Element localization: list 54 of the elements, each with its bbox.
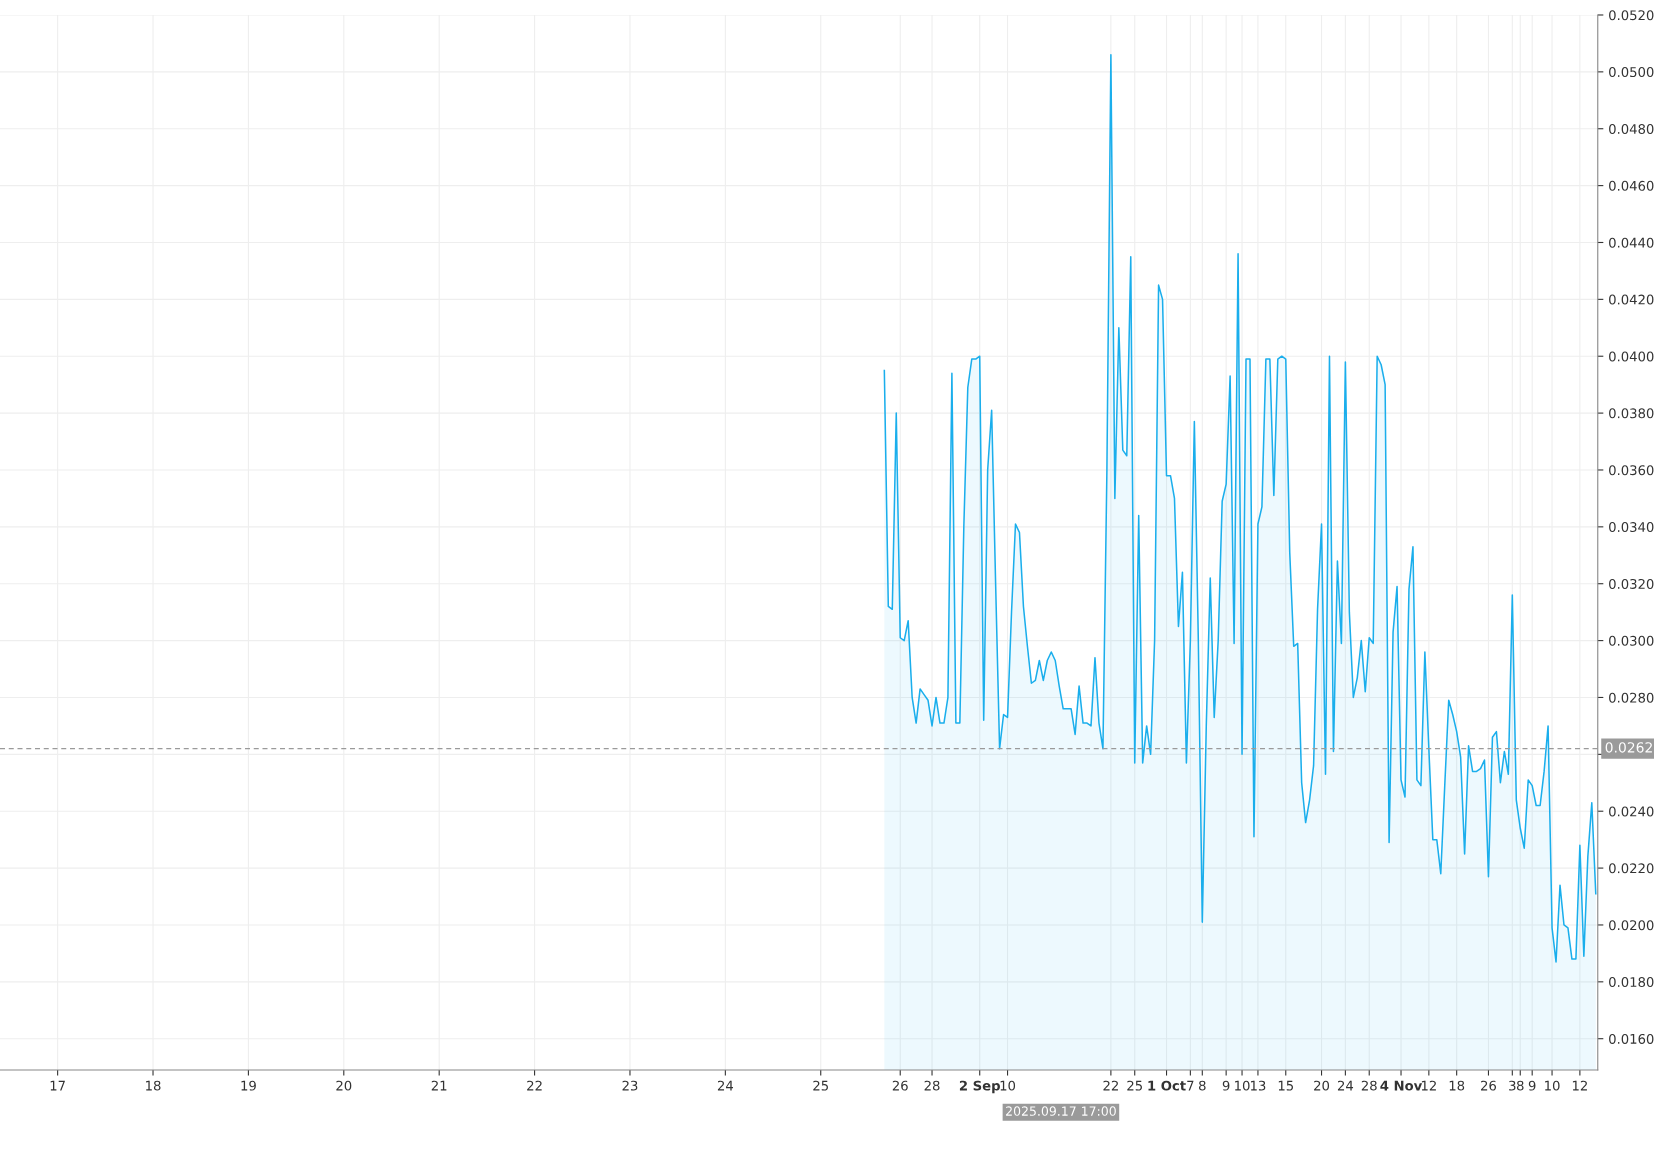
x-tick-label: 25 (1127, 1080, 1142, 1091)
x-tick-label: 26 (1481, 1080, 1497, 1091)
x-tick-label: 10 (1000, 1080, 1016, 1091)
x-tick-label: 24 (717, 1080, 734, 1091)
x-tick-label: 4 Nov (1380, 1080, 1423, 1091)
x-tick-label: 23 (622, 1080, 638, 1091)
x-tick-label: 9 (1528, 1080, 1536, 1091)
x-tick-label: 3 (1509, 1080, 1516, 1091)
y-tick-label: 0.0420 (1609, 294, 1654, 305)
y-tick-label: 0.0400 (1609, 351, 1654, 362)
x-tick-label: 13 (1251, 1080, 1266, 1091)
x-tick-label: 8 (1198, 1080, 1206, 1091)
y-tick-label: 0.0440 (1609, 237, 1654, 248)
x-tick-label: 12 (1572, 1080, 1587, 1091)
x-tick-label: 22 (527, 1080, 542, 1091)
x-tick-label: 25 (813, 1080, 828, 1091)
x-tick-label: 7 (1187, 1080, 1194, 1091)
x-tick-label: 18 (1449, 1080, 1465, 1091)
x-tick-label: 8 (1516, 1080, 1524, 1091)
y-tick-label: 0.0460 (1609, 180, 1654, 191)
y-tick-label: 0.0160 (1609, 1033, 1654, 1044)
x-tick-label: 26 (892, 1080, 908, 1091)
x-tick-label: 28 (1361, 1080, 1377, 1091)
y-tick-label: 0.0180 (1609, 977, 1654, 988)
y-tick-label: 0.0240 (1609, 806, 1654, 817)
text: 2025.09.17 17:00 (1006, 1106, 1116, 1116)
x-tick-label: 10 (1235, 1080, 1250, 1091)
x-tick-label: 21 (431, 1080, 447, 1091)
y-tick-label: 0.0300 (1609, 635, 1654, 646)
y-tick-label: 0.0520 (1609, 10, 1654, 21)
x-tick-label: 18 (146, 1080, 161, 1091)
y-tick-label: 0.0280 (1609, 692, 1654, 703)
x-tick-label: 24 (1337, 1080, 1354, 1091)
x-tick-label: 12 (1421, 1080, 1436, 1091)
y-tick-label: 0.0340 (1609, 522, 1654, 533)
x-tick-label: 1 Oct (1148, 1080, 1186, 1091)
x-tick-label: 9 (1222, 1080, 1230, 1091)
x-tick-label: 10 (1545, 1080, 1560, 1091)
x-tick-label: 19 (241, 1080, 256, 1091)
x-tick-label: 17 (50, 1080, 65, 1091)
y-tick-label: 0.0500 (1609, 67, 1654, 78)
ref-line-label: 0.0262 (1605, 742, 1652, 753)
x-tick-label: 22 (1103, 1080, 1118, 1091)
y-tick-label: 0.0380 (1609, 408, 1654, 419)
x-tick-label: 20 (1314, 1080, 1330, 1091)
y-tick-label: 0.0360 (1609, 465, 1654, 476)
x-tick-label: 15 (1278, 1080, 1294, 1091)
y-tick-label: 0.0320 (1609, 578, 1654, 589)
x-tick-label: 20 (336, 1080, 352, 1091)
y-tick-label: 0.0220 (1609, 863, 1654, 874)
y-tick-label: 0.0480 (1609, 123, 1654, 134)
y-tick-label: 0.0200 (1609, 920, 1654, 931)
x-tick-label: 2 Sep (959, 1080, 1000, 1094)
x-tick-label: 28 (924, 1080, 940, 1091)
